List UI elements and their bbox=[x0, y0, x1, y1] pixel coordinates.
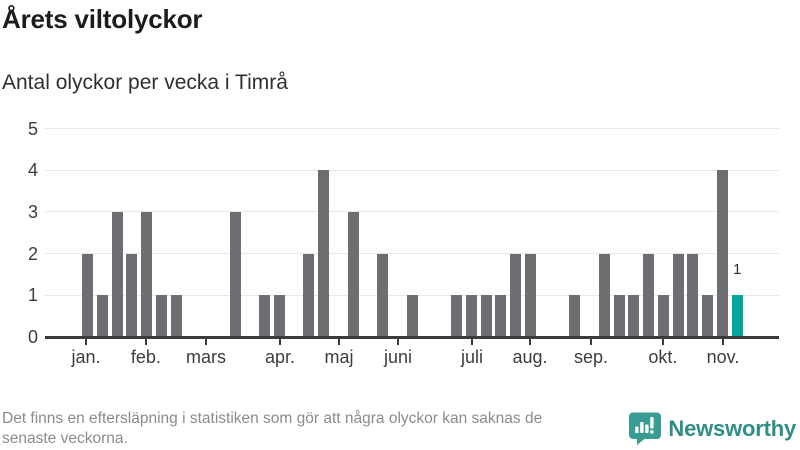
bar bbox=[170, 295, 182, 337]
bar bbox=[141, 211, 153, 337]
x-axis-line bbox=[45, 336, 779, 339]
newsworthy-speech-bubble-chart-icon bbox=[629, 412, 662, 445]
bar-highlighted bbox=[731, 295, 743, 337]
gridline bbox=[45, 211, 779, 213]
x-axis-month-label: juli bbox=[460, 346, 483, 367]
x-axis-tick bbox=[396, 338, 399, 345]
x-axis-month-label: mars bbox=[186, 346, 227, 367]
bar bbox=[273, 295, 285, 337]
x-axis-tick bbox=[279, 338, 281, 345]
bar bbox=[598, 253, 610, 337]
bar bbox=[229, 211, 241, 337]
x-axis-tick bbox=[338, 338, 341, 345]
y-axis-label: 4 bbox=[27, 160, 38, 181]
x-axis-month-label: aug. bbox=[512, 346, 548, 367]
bar bbox=[672, 253, 684, 337]
bar bbox=[347, 211, 359, 337]
bar bbox=[524, 253, 536, 337]
x-axis-month-label: okt. bbox=[648, 346, 678, 367]
value-label: 1 bbox=[733, 261, 742, 279]
bar bbox=[569, 295, 581, 337]
bar bbox=[303, 253, 315, 337]
y-axis-label: 5 bbox=[27, 118, 38, 139]
bar bbox=[628, 295, 640, 337]
x-axis-month-label: feb. bbox=[130, 346, 161, 367]
bar bbox=[510, 253, 522, 337]
chart-subtitle: Antal olyckor per vecka i Timrå bbox=[2, 71, 288, 94]
bar bbox=[702, 295, 714, 337]
x-axis-tick bbox=[470, 338, 473, 345]
bar bbox=[406, 295, 418, 337]
x-axis-tick bbox=[721, 338, 724, 345]
bar bbox=[495, 295, 507, 337]
x-axis-month-label: jan. bbox=[71, 346, 101, 367]
y-axis-label: 3 bbox=[27, 201, 38, 222]
bar bbox=[318, 170, 330, 337]
bar bbox=[480, 295, 492, 337]
bar bbox=[259, 295, 271, 337]
bar bbox=[111, 211, 123, 337]
y-axis-label: 1 bbox=[27, 285, 38, 306]
gridline bbox=[45, 128, 779, 129]
x-axis-month-label: sep. bbox=[573, 346, 608, 367]
x-axis-month-label: apr. bbox=[264, 346, 296, 367]
x-axis-tick bbox=[84, 338, 87, 345]
disclaimer-line-2: senaste veckorna. bbox=[2, 429, 128, 447]
disclaimer-text: Det finns en eftersläpning i statistiken… bbox=[2, 409, 542, 448]
bar bbox=[451, 295, 463, 337]
bar bbox=[643, 253, 655, 337]
bar bbox=[465, 295, 477, 337]
bar bbox=[657, 295, 669, 337]
x-axis-tick bbox=[205, 338, 208, 345]
bar bbox=[155, 295, 167, 337]
x-axis-tick bbox=[589, 338, 592, 345]
gridline bbox=[45, 169, 779, 171]
chart-title: Årets viltolyckor bbox=[2, 4, 203, 34]
bar bbox=[716, 170, 728, 337]
x-axis-month-label: maj bbox=[324, 346, 354, 367]
y-axis-label: 0 bbox=[27, 327, 38, 347]
disclaimer-line-1: Det finns en eftersläpning i statistiken… bbox=[2, 410, 543, 427]
gridline bbox=[45, 253, 779, 255]
newsworthy-logo: Newsworthy bbox=[628, 412, 796, 445]
bar bbox=[96, 295, 108, 337]
bar bbox=[687, 253, 699, 337]
bar bbox=[613, 295, 625, 337]
bar bbox=[377, 253, 389, 337]
x-axis-month-label: nov. bbox=[706, 346, 740, 367]
brand-name: Newsworthy bbox=[668, 415, 796, 441]
bar bbox=[82, 253, 93, 337]
x-axis-tick bbox=[661, 338, 664, 345]
x-axis-tick bbox=[144, 338, 147, 345]
bar bbox=[126, 253, 138, 337]
y-axis-label: 2 bbox=[27, 243, 38, 264]
x-axis-tick bbox=[529, 338, 531, 345]
x-axis-month-label: juni bbox=[383, 346, 412, 367]
